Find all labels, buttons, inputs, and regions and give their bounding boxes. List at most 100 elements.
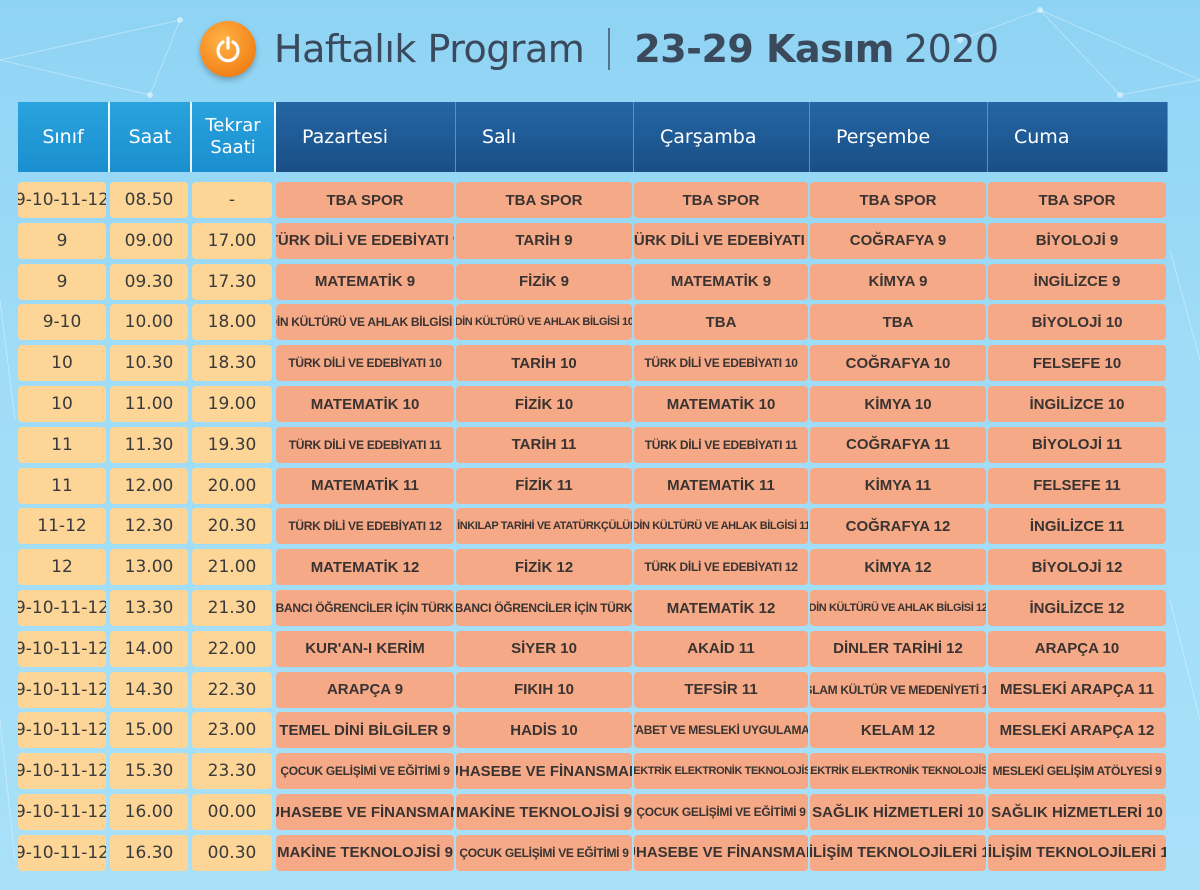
col-carsamba-cell: HİTABET VE MESLEKİ UYGULAMA 11 bbox=[634, 712, 808, 749]
col-sinif-cell: 10 bbox=[18, 386, 106, 422]
col-pazartesi-cell: ÇOCUK GELİŞİMİ VE EĞİTİMİ 9 bbox=[276, 753, 454, 790]
col-sali-cell: FIKIH 10 bbox=[456, 671, 632, 708]
page-header: Haftalık Program 23-29 Kasım 2020 bbox=[200, 14, 1000, 84]
col-cuma-cell: İNGİLİZCE 9 bbox=[988, 263, 1166, 300]
table-row: 12 13.00 21.00 MATEMATİK 12 FİZİK 12 TÜRK DİL… bbox=[18, 549, 1166, 586]
col-cuma-cell: BİYOLOJİ 10 bbox=[988, 304, 1166, 341]
col-persembe-cell: ELEKTRİK ELEKTRONİK TEKNOLOJİSİ 9 bbox=[810, 753, 986, 790]
col-cuma-cell: MESLEKİ ARAPÇA 11 bbox=[988, 671, 1166, 708]
col-carsamba-cell: AKAİD 11 bbox=[634, 630, 808, 667]
col-cuma-cell: BİYOLOJİ 9 bbox=[988, 222, 1166, 259]
table-row: 10 11.00 19.00 MATEMATİK 10 FİZİK 10 MATEMATİ… bbox=[18, 386, 1166, 422]
table-row: 11-12 12.30 20.30 TÜRK DİLİ VE EDEBİYATI 12… bbox=[18, 508, 1166, 545]
col-cuma-cell: FELSEFE 10 bbox=[988, 345, 1166, 382]
col-pazartesi-cell: YABANCI ÖĞRENCİLER İÇİN TÜRKÇE bbox=[276, 590, 454, 626]
col-tekrar-saati-cell: 20.30 bbox=[192, 508, 272, 545]
col-cuma-cell: BİYOLOJİ 12 bbox=[988, 549, 1166, 586]
col-sinif-cell: 9-10-11-12 bbox=[18, 671, 106, 708]
col-cuma-cell: ARAPÇA 10 bbox=[988, 630, 1166, 667]
col-tekrar-saati-cell: 22.00 bbox=[192, 630, 272, 667]
col-cuma-cell: İNGİLİZCE 11 bbox=[988, 508, 1166, 545]
col-saat-cell: 09.30 bbox=[110, 263, 188, 300]
col-sinif-cell: 9-10-11-12 bbox=[18, 712, 106, 749]
col-pazartesi-cell: TBA SPOR bbox=[276, 182, 454, 218]
col-carsamba-header: Çarşamba bbox=[634, 102, 810, 172]
col-sinif-cell: 9-10 bbox=[18, 304, 106, 341]
col-saat-cell: 16.00 bbox=[110, 794, 188, 830]
table-row: 9-10-11-12 15.00 23.00 TEMEL DİNİ BİLGİLER … bbox=[18, 712, 1166, 749]
col-sinif-cell: 9-10-11-12 bbox=[18, 753, 106, 790]
col-tekrar-saati-header: Tekrar Saati bbox=[192, 102, 276, 172]
table-header: Sınıf Saat Tekrar Saati Pazartesi Salı Çarşam… bbox=[18, 102, 1168, 172]
col-saat-cell: 11.00 bbox=[110, 386, 188, 422]
col-sinif-cell: 9 bbox=[18, 263, 106, 300]
col-persembe-cell: TBA SPOR bbox=[810, 182, 986, 218]
col-tekrar-saati-cell: 20.00 bbox=[192, 467, 272, 504]
col-sali-cell: T.C. İNKILAP TARİHİ VE ATATÜRKÇÜLÜK 12 bbox=[456, 508, 632, 545]
col-carsamba-cell: TBA SPOR bbox=[634, 182, 808, 218]
col-tekrar-saati-cell: - bbox=[192, 182, 272, 218]
col-saat-header: Saat bbox=[110, 102, 192, 172]
col-persembe-cell: KELAM 12 bbox=[810, 712, 986, 749]
col-pazartesi-cell: MAKİNE TEKNOLOJİSİ 9 bbox=[276, 834, 454, 871]
col-cuma-cell: SAĞLIK HİZMETLERİ 10 bbox=[988, 794, 1166, 830]
col-tekrar-saati-cell: 23.00 bbox=[192, 712, 272, 749]
page-title: Haftalık Program bbox=[274, 27, 585, 71]
col-cuma-cell: FELSEFE 11 bbox=[988, 467, 1166, 504]
col-sinif-cell: 11 bbox=[18, 426, 106, 463]
col-tekrar-saati-cell: 00.30 bbox=[192, 834, 272, 871]
col-carsamba-cell: ELEKTRİK ELEKTRONİK TEKNOLOJİSİ 9 bbox=[634, 753, 808, 790]
table-row: 9-10-11-12 16.30 00.30 MAKİNE TEKNOLOJİSİ 9… bbox=[18, 834, 1166, 871]
col-persembe-cell: COĞRAFYA 10 bbox=[810, 345, 986, 382]
col-cuma-cell: TBA SPOR bbox=[988, 182, 1166, 218]
col-pazartesi-cell: TÜRK DİLİ VE EDEBİYATI 12 bbox=[276, 508, 454, 545]
col-pazartesi-cell: TEMEL DİNİ BİLGİLER 9 bbox=[276, 712, 454, 749]
col-tekrar-saati-cell: 18.00 bbox=[192, 304, 272, 341]
col-carsamba-cell: MATEMATİK 12 bbox=[634, 590, 808, 626]
col-tekrar-saati-cell: 22.30 bbox=[192, 671, 272, 708]
col-sali-cell: TBA SPOR bbox=[456, 182, 632, 218]
table-row: 11 12.00 20.00 MATEMATİK 11 FİZİK 11 MATEMATİ… bbox=[18, 467, 1166, 504]
col-saat-cell: 16.30 bbox=[110, 834, 188, 871]
col-carsamba-cell: ÇOCUK GELİŞİMİ VE EĞİTİMİ 9 bbox=[634, 794, 808, 830]
col-saat-cell: 14.00 bbox=[110, 630, 188, 667]
col-tekrar-saati-cell: 17.00 bbox=[192, 222, 272, 259]
col-persembe-cell: KİMYA 12 bbox=[810, 549, 986, 586]
col-sali-cell: FİZİK 9 bbox=[456, 263, 632, 300]
col-pazartesi-header: Pazartesi bbox=[276, 102, 456, 172]
col-carsamba-cell: TÜRK DİLİ VE EDEBİYATI 10 bbox=[634, 345, 808, 382]
col-persembe-cell: DİN KÜLTÜRÜ VE AHLAK BİLGİSİ 12 bbox=[810, 590, 986, 626]
col-cuma-cell: MESLEKİ GELİŞİM ATÖLYESİ 9 bbox=[988, 753, 1166, 790]
col-sali-cell: DİN KÜLTÜRÜ VE AHLAK BİLGİSİ 10 bbox=[456, 304, 632, 341]
col-sinif-cell: 9-10-11-12 bbox=[18, 590, 106, 626]
col-sali-cell: FİZİK 11 bbox=[456, 467, 632, 504]
col-sinif-cell: 12 bbox=[18, 549, 106, 586]
col-saat-cell: 12.30 bbox=[110, 508, 188, 545]
title-divider bbox=[608, 28, 611, 70]
col-carsamba-cell: TEFSİR 11 bbox=[634, 671, 808, 708]
table-row: 9-10-11-12 14.00 22.00 KUR'AN-I KERİM SİYER … bbox=[18, 630, 1166, 667]
col-carsamba-cell: TÜRK DİLİ VE EDEBİYATI 9 bbox=[634, 222, 808, 259]
col-persembe-cell: DİNLER TARİHİ 12 bbox=[810, 630, 986, 667]
table-row: 9-10 10.00 18.00 DİN KÜLTÜRÜ VE AHLAK BİLGİ… bbox=[18, 304, 1166, 341]
table-row: 10 10.30 18.30 TÜRK DİLİ VE EDEBİYATI 10 TAR… bbox=[18, 345, 1166, 382]
col-sali-cell: HADİS 10 bbox=[456, 712, 632, 749]
col-persembe-cell: KİMYA 11 bbox=[810, 467, 986, 504]
col-tekrar-saati-cell: 19.00 bbox=[192, 386, 272, 422]
col-pazartesi-cell: MATEMATİK 9 bbox=[276, 263, 454, 300]
col-pazartesi-cell: ARAPÇA 9 bbox=[276, 671, 454, 708]
col-carsamba-cell: MATEMATİK 10 bbox=[634, 386, 808, 422]
col-saat-cell: 09.00 bbox=[110, 222, 188, 259]
week-year: 2020 bbox=[903, 27, 999, 71]
col-pazartesi-cell: MATEMATİK 10 bbox=[276, 386, 454, 422]
col-pazartesi-cell: TÜRK DİLİ VE EDEBİYATI 10 bbox=[276, 345, 454, 382]
col-pazartesi-cell: MATEMATİK 12 bbox=[276, 549, 454, 586]
col-tekrar-saati-cell: 21.30 bbox=[192, 590, 272, 626]
col-saat-cell: 15.30 bbox=[110, 753, 188, 790]
col-persembe-cell: KİMYA 10 bbox=[810, 386, 986, 422]
table-row: 11 11.30 19.30 TÜRK DİLİ VE EDEBİYATI 11 TAR… bbox=[18, 426, 1166, 463]
col-tekrar-saati-cell: 19.30 bbox=[192, 426, 272, 463]
